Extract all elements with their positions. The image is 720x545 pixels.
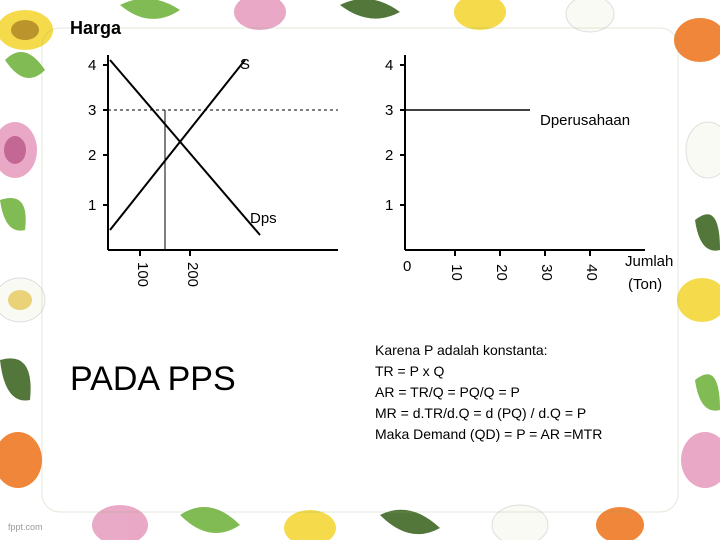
label-ton: (Ton): [628, 276, 662, 293]
label-s: S: [240, 56, 250, 73]
label-jumlah: Jumlah: [625, 253, 673, 270]
x-tick-100: 100: [134, 262, 151, 287]
chart-right: 4 3 2 1 0 10 20 30 40 Dperusahaan Jumlah…: [360, 40, 680, 300]
label-dperusahaan: Dperusahaan: [540, 112, 630, 129]
bottom-heading: PADA PPS: [70, 360, 236, 399]
rx-tick-30: 30: [538, 264, 555, 281]
explanation-text: Karena P adalah konstanta: TR = P x Q AR…: [375, 340, 602, 445]
x-tick-200: 200: [184, 262, 201, 287]
y-tick-3: 3: [88, 102, 96, 119]
label-dps: Dps: [250, 210, 277, 227]
content-area: Harga: [40, 10, 680, 530]
chart-left: 4 3 2 1 100 200 S Dps: [60, 40, 360, 300]
rx-tick-40: 40: [583, 264, 600, 281]
credit-text: fppt.com: [8, 522, 43, 532]
ry-tick-4: 4: [385, 57, 393, 74]
chart-area: 4 3 2 1 100 200 S Dps: [60, 40, 680, 300]
page-title: Harga: [70, 18, 121, 39]
chart-left-svg: [60, 40, 360, 300]
ry-tick-2: 2: [385, 147, 393, 164]
rx-tick-0: 0: [403, 258, 411, 275]
demand-line: [110, 60, 260, 235]
y-tick-1: 1: [88, 197, 96, 214]
ry-tick-3: 3: [385, 102, 393, 119]
ry-tick-1: 1: [385, 197, 393, 214]
rx-tick-20: 20: [493, 264, 510, 281]
rx-tick-10: 10: [448, 264, 465, 281]
y-tick-4: 4: [88, 57, 96, 74]
supply-line: [110, 60, 245, 230]
y-tick-2: 2: [88, 147, 96, 164]
